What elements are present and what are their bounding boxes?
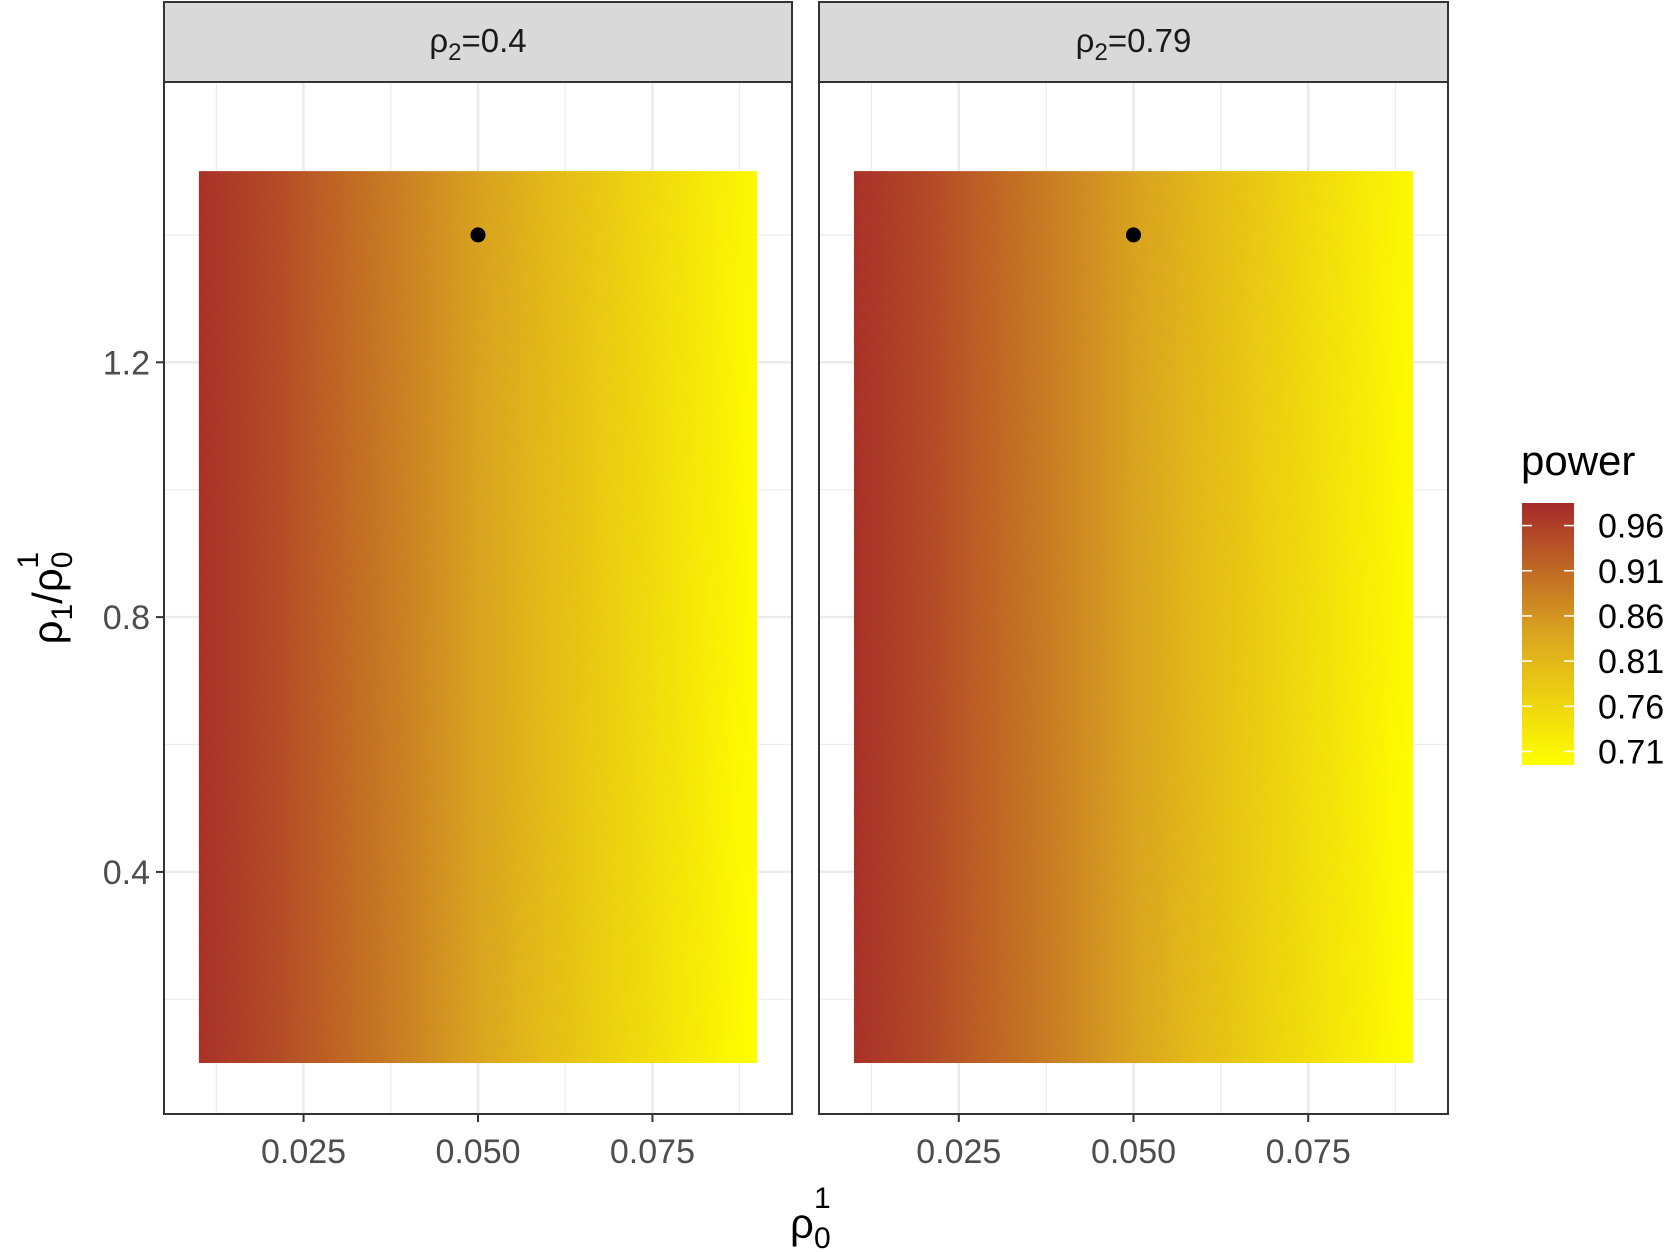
legend: power 0.96 0.91 0.86 0.81 0.76 0.71 (1521, 437, 1664, 771)
x-tick-label: 0.075 (1266, 1133, 1351, 1171)
axes: ρ 0 1 ρ1/ρ01 (12, 552, 831, 1252)
x-tick-label: 0.050 (435, 1133, 520, 1171)
panel-1: ρ2=0.4 0.025 0.050 0.075 0.4 0.8 1.2 (103, 1, 793, 1171)
design-point (470, 227, 486, 243)
legend-break-label: 0.86 (1598, 598, 1664, 636)
legend-break-label: 0.96 (1598, 508, 1664, 546)
legend-colorbar (1522, 503, 1574, 765)
legend-break-label: 0.76 (1598, 688, 1664, 726)
panels: ρ2=0.4 0.025 0.050 0.075 0.4 0.8 1.2 ρ2=0.79 0.0… (103, 1, 1449, 1171)
heatmap-tiles-overlay (853, 171, 1414, 1064)
legend-title: power (1521, 437, 1635, 484)
x-axis-label-base: ρ (790, 1200, 814, 1247)
panel-2: ρ2=0.79 0.025 0.050 0.075 (818, 1, 1449, 1171)
x-axis-label: ρ 0 1 (790, 1182, 831, 1252)
heatmap-tiles-overlay (198, 171, 758, 1064)
facet-strip-label: ρ2=0.79 (1076, 22, 1192, 66)
y-tick-label: 1.2 (103, 344, 150, 382)
legend-break-label: 0.71 (1598, 733, 1664, 771)
design-point (1126, 227, 1141, 243)
facet-strip (818, 1, 1449, 83)
x-axis-label-sub: 0 (814, 1222, 831, 1252)
facet-strip-label: ρ2=0.4 (429, 22, 526, 66)
facet-strip (163, 1, 793, 83)
x-axis-label-sup: 1 (814, 1182, 831, 1215)
x-tick-label: 0.025 (916, 1133, 1001, 1171)
y-tick-label: 0.8 (103, 599, 150, 637)
y-axis-label: ρ1/ρ01 (12, 552, 79, 645)
x-tick-label: 0.025 (261, 1133, 346, 1171)
y-tick-label: 0.4 (103, 854, 150, 892)
y-axis-label-text: ρ1/ρ01 (12, 552, 79, 645)
x-tick-label: 0.075 (610, 1133, 695, 1171)
legend-break-label: 0.81 (1598, 643, 1664, 681)
legend-break-label: 0.91 (1598, 553, 1664, 591)
x-tick-label: 0.050 (1091, 1133, 1176, 1171)
